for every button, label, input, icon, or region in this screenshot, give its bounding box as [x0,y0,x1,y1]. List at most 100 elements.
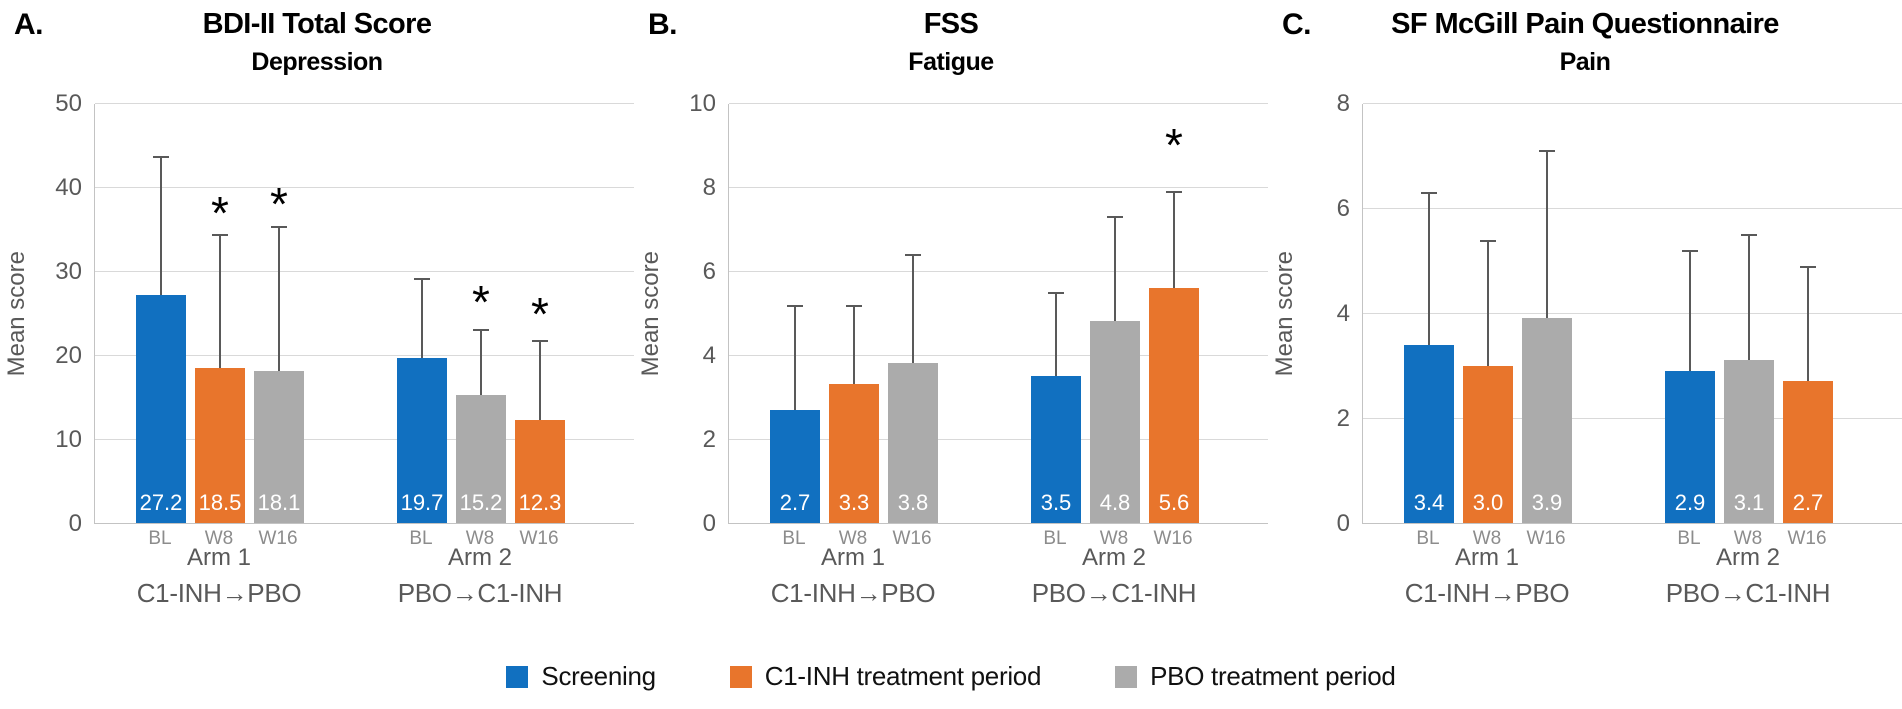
significance-star: * [270,177,288,230]
gridline [729,187,1268,188]
x-axis-labels: BL W8 W16 Arm 1 C1-INH→PBO BL W8 W16 Arm 2 PBO→C1… [728,524,1268,620]
gridline [729,103,1268,104]
y-tick-label: 6 [1336,195,1350,222]
panel-header: A. BDI-II Total Score Depression [0,0,634,104]
chart-row: Mean score 0 2 4 6 8 3.4 3.0 3.9 2.9 3.1 2.7 [1268,91,1902,537]
arm-label: Arm 2 [1715,544,1780,571]
chart-row: Mean score 0 2 4 6 8 10 2.7 3.3 3.8 3.5 4.8 5.6 * [634,91,1268,537]
legend-label: PBO treatment period [1150,661,1396,691]
plot-area: 2.7 3.3 3.8 3.5 4.8 5.6 * [728,103,1268,524]
bar-screening: 27.2 [136,294,186,523]
bar-screening: 2.7 [770,409,820,523]
x-tick-label: W16 [1787,528,1827,549]
bar-value-label: 5.6 [1158,490,1190,515]
legend-label: Screening [541,661,656,691]
bar-value-label: 3.0 [1472,490,1504,515]
error-bar [1166,191,1182,288]
panel-header: B. FSS Fatigue [634,0,1268,104]
y-tick-label: 0 [702,510,716,537]
bar-pbo: 18.1 [254,370,304,523]
x-tick-label: W8 [1472,528,1502,549]
panel-a: A. BDI-II Total Score Depression Mean score… [0,0,634,620]
bar-c1_inh: 3.3 [829,384,879,523]
panels-row: A. BDI-II Total Score Depression Mean score… [0,0,1902,620]
gridline [95,103,634,104]
error-bar [1480,239,1496,366]
error-bar-cap [1539,150,1555,153]
bar-pbo: 3.1 [1724,360,1774,523]
treatment-sequence-label: C1-INH→PBO [136,578,302,608]
error-bar [1539,150,1555,319]
y-axis-label-column: Mean score [634,104,668,524]
arm-label: Arm 2 [1081,544,1146,571]
legend-item: C1-INH treatment period [729,661,1042,692]
panel-b: B. FSS Fatigue Mean score 0 2 4 6 8 10 2.7 3.3 3.8 3.… [634,0,1268,620]
bar-c1_inh: 2.7 [1783,381,1833,523]
y-tick-label: 20 [55,342,82,369]
y-tick-label: 2 [702,426,716,453]
error-bar-cap [212,234,228,237]
error-bar [1800,265,1816,382]
panel-letter: B. [648,8,678,41]
x-tick-label: BL [1677,528,1701,549]
bar-pbo: 3.8 [888,363,938,523]
error-bar-cap [787,304,803,307]
bar-screening: 19.7 [397,357,447,523]
legend-swatch-screening [506,665,529,688]
x-axis-labels: BL W8 W16 Arm 1 C1-INH→PBO BL W8 W16 Arm 2 PBO→C1… [94,524,634,620]
x-tick-label: BL [148,528,172,549]
bar-value-label: 15.2 [459,490,503,515]
chart-subtitle: Pain [1559,48,1611,76]
error-bar-cap [473,328,489,331]
treatment-sequence-label: C1-INH→PBO [1404,578,1570,608]
gridline [95,355,634,356]
y-axis-label: Mean score [1271,251,1298,377]
y-axis-label-column: Mean score [0,104,34,524]
x-tick-label: BL [782,528,806,549]
error-bar [1421,192,1437,345]
error-bar-cap [271,225,287,228]
bar-value-label: 3.1 [1733,490,1765,515]
y-tick-label: 6 [702,258,716,285]
bar-c1_inh: 3.0 [1463,365,1513,523]
chart-row: Mean score 0 10 20 30 40 50 27.2 18.5 * 18.1 * 19.7 1… [0,91,634,537]
x-tick-label: W8 [465,528,495,549]
error-bar [414,277,430,358]
bar-value-label: 4.8 [1099,490,1131,515]
error-bar [787,304,803,410]
legend-item: PBO treatment period [1115,661,1396,692]
error-bar [1048,292,1064,376]
x-tick-label: W16 [1153,528,1193,549]
legend-label: C1-INH treatment period [764,661,1042,691]
chart-title: SF McGill Pain Questionnaire [1391,8,1779,40]
y-tick-label: 4 [1336,300,1350,327]
legend-item: Screening [506,661,656,692]
error-bar [212,234,228,368]
gridline [729,439,1268,440]
x-tick-label: W8 [1733,528,1763,549]
gridline [729,355,1268,356]
bar-c1_inh: 18.5 [195,367,245,523]
bar-value-label: 18.5 [198,490,242,515]
bar-value-label: 3.3 [838,490,870,515]
bar-screening: 2.9 [1665,370,1715,523]
error-bar-cap [153,155,169,158]
panel-letter: A. [14,8,44,41]
bar-value-label: 3.4 [1413,490,1445,515]
bar-value-label: 2.9 [1674,490,1706,515]
treatment-sequence-label: PBO→C1-INH [397,578,563,608]
y-tick-label: 2 [1336,405,1350,432]
error-bar-cap [846,304,862,307]
error-bar [473,328,489,396]
error-bar [1682,250,1698,371]
gridline [95,187,634,188]
gridline [95,439,634,440]
error-bar-cap [1480,239,1496,242]
significance-star: * [472,276,490,329]
error-bar [1741,234,1757,361]
x-tick-label: BL [1416,528,1440,549]
significance-star: * [1165,119,1183,171]
chart-subtitle: Depression [251,48,383,76]
treatment-sequence-label: C1-INH→PBO [770,578,936,608]
error-bar-cap [1107,216,1123,219]
